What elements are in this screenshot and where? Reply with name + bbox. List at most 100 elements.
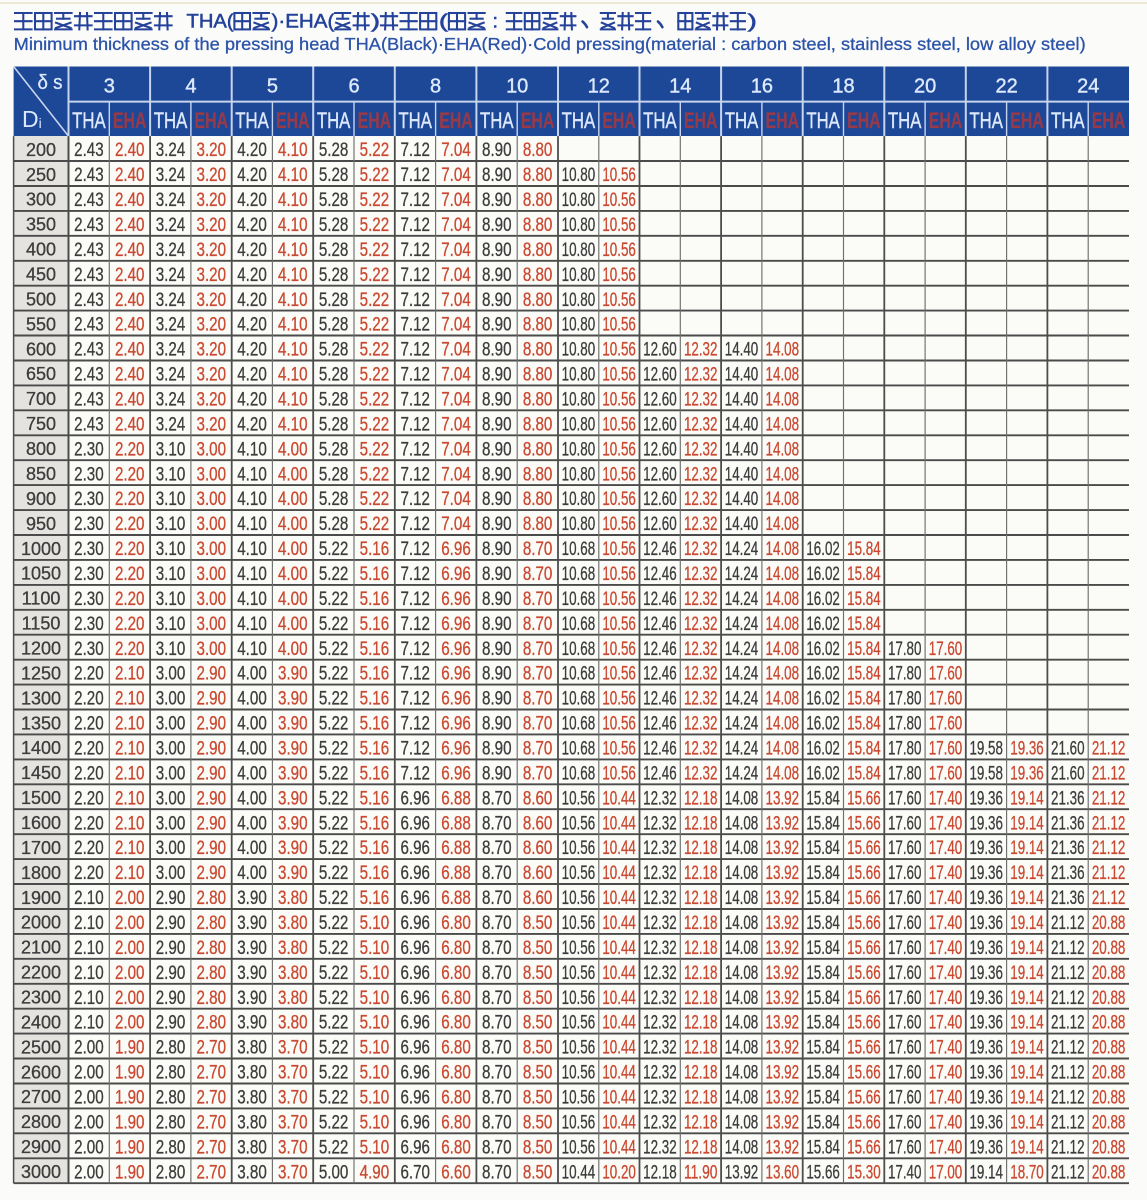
svg-text:10.56: 10.56 [562,788,596,809]
svg-text:10.56: 10.56 [602,639,636,660]
svg-text:17.40: 17.40 [929,938,963,959]
svg-text:10.80: 10.80 [562,315,596,336]
svg-text:15.84: 15.84 [847,564,881,585]
svg-text:12.60: 12.60 [643,365,677,386]
svg-text:4.00: 4.00 [278,464,308,485]
svg-text:4.10: 4.10 [278,390,308,411]
svg-text:3.10: 3.10 [156,514,186,535]
svg-text:12.32: 12.32 [684,539,718,560]
svg-text:10.80: 10.80 [562,165,596,186]
svg-text:7.12: 7.12 [400,240,430,261]
svg-text:10.56: 10.56 [562,1038,596,1059]
svg-text:5.10: 5.10 [360,1113,390,1134]
svg-text:2.80: 2.80 [156,1113,186,1134]
svg-text:10.56: 10.56 [562,1013,596,1034]
svg-text:7.04: 7.04 [441,190,471,211]
svg-text:16.02: 16.02 [806,564,840,585]
svg-text:5.22: 5.22 [319,614,349,635]
svg-text:14.08: 14.08 [725,888,759,909]
svg-text:7.04: 7.04 [441,365,471,386]
svg-text:12.32: 12.32 [643,863,677,884]
svg-text:10.56: 10.56 [602,514,636,535]
svg-text:2.70: 2.70 [197,1063,227,1084]
svg-text:4.90: 4.90 [360,1162,390,1183]
svg-text:THA: THA [72,108,106,133]
svg-text:3.80: 3.80 [278,963,308,984]
svg-text:7.04: 7.04 [441,464,471,485]
svg-text:6.96: 6.96 [441,639,471,660]
svg-text:5.22: 5.22 [319,689,349,710]
svg-text:2.40: 2.40 [115,190,145,211]
svg-text:8.90: 8.90 [482,739,512,760]
svg-text:3.00: 3.00 [197,439,227,460]
svg-text:THA: THA [969,108,1003,133]
svg-text:5.28: 5.28 [319,414,349,435]
svg-text:5.22: 5.22 [319,1088,349,1109]
svg-text:2.20: 2.20 [115,439,145,460]
svg-text:19.36: 19.36 [969,988,1003,1009]
svg-text:6.96: 6.96 [441,664,471,685]
svg-text:THA: THA [317,108,351,133]
svg-text:19.36: 19.36 [969,938,1003,959]
svg-text:EHA: EHA [684,108,718,133]
svg-text:2.80: 2.80 [156,1137,186,1158]
svg-text:17.00: 17.00 [929,1162,963,1183]
svg-text:5.22: 5.22 [360,290,390,311]
svg-text:1250: 1250 [21,663,61,683]
svg-text:2.90: 2.90 [156,988,186,1009]
svg-text:10.56: 10.56 [602,763,636,784]
svg-text:7.12: 7.12 [400,739,430,760]
svg-text:8.90: 8.90 [482,639,512,660]
svg-text:8.70: 8.70 [482,1162,512,1183]
svg-text:15.84: 15.84 [806,813,840,834]
svg-text:10.44: 10.44 [602,788,636,809]
svg-text:15.84: 15.84 [847,739,881,760]
svg-text:3.70: 3.70 [278,1088,308,1109]
svg-text:950: 950 [26,514,56,534]
svg-text:8.80: 8.80 [523,240,553,261]
svg-text:13.92: 13.92 [766,988,800,1009]
svg-text:17.80: 17.80 [888,739,922,760]
svg-text:17.60: 17.60 [929,689,963,710]
svg-text:8.70: 8.70 [523,689,553,710]
svg-text:Minimum thickness of the press: Minimum thickness of the pressing head T… [14,34,1086,54]
svg-text:21.36: 21.36 [1051,888,1085,909]
svg-text:5.22: 5.22 [360,215,390,236]
svg-text:14.08: 14.08 [725,1013,759,1034]
svg-text:2.20: 2.20 [115,614,145,635]
svg-text:19.14: 19.14 [1010,1063,1044,1084]
svg-text:4.10: 4.10 [278,290,308,311]
svg-text:15.66: 15.66 [847,1113,881,1134]
svg-text:10.44: 10.44 [602,963,636,984]
svg-text:3.70: 3.70 [278,1038,308,1059]
svg-text:3.90: 3.90 [278,714,308,735]
svg-text:15.84: 15.84 [806,788,840,809]
svg-text:5.22: 5.22 [360,190,390,211]
svg-text:17.80: 17.80 [888,664,922,685]
svg-text:THA: THA [1051,108,1085,133]
svg-text:3.90: 3.90 [278,838,308,859]
svg-text:2.10: 2.10 [115,863,145,884]
svg-text:10.80: 10.80 [562,190,596,211]
svg-text:5.28: 5.28 [319,439,349,460]
svg-text:19.58: 19.58 [969,739,1003,760]
svg-text:15.84: 15.84 [847,539,881,560]
svg-text:19.36: 19.36 [1010,763,1044,784]
svg-text:17.80: 17.80 [888,763,922,784]
svg-text:6.96: 6.96 [400,963,430,984]
svg-text:16.02: 16.02 [806,689,840,710]
svg-text:4.00: 4.00 [278,639,308,660]
svg-text:20.88: 20.88 [1092,1113,1126,1134]
svg-text:8.70: 8.70 [523,763,553,784]
svg-text:2.70: 2.70 [197,1038,227,1059]
svg-text:8.70: 8.70 [482,888,512,909]
svg-text:4.10: 4.10 [237,639,267,660]
svg-text:5.10: 5.10 [360,988,390,1009]
svg-text:500: 500 [26,290,56,310]
svg-text:15.66: 15.66 [847,938,881,959]
svg-text:1350: 1350 [21,713,61,733]
svg-text:10.80: 10.80 [562,414,596,435]
svg-text:21.12: 21.12 [1051,1088,1085,1109]
svg-text:19.14: 19.14 [1010,788,1044,809]
svg-text:5.22: 5.22 [319,589,349,610]
